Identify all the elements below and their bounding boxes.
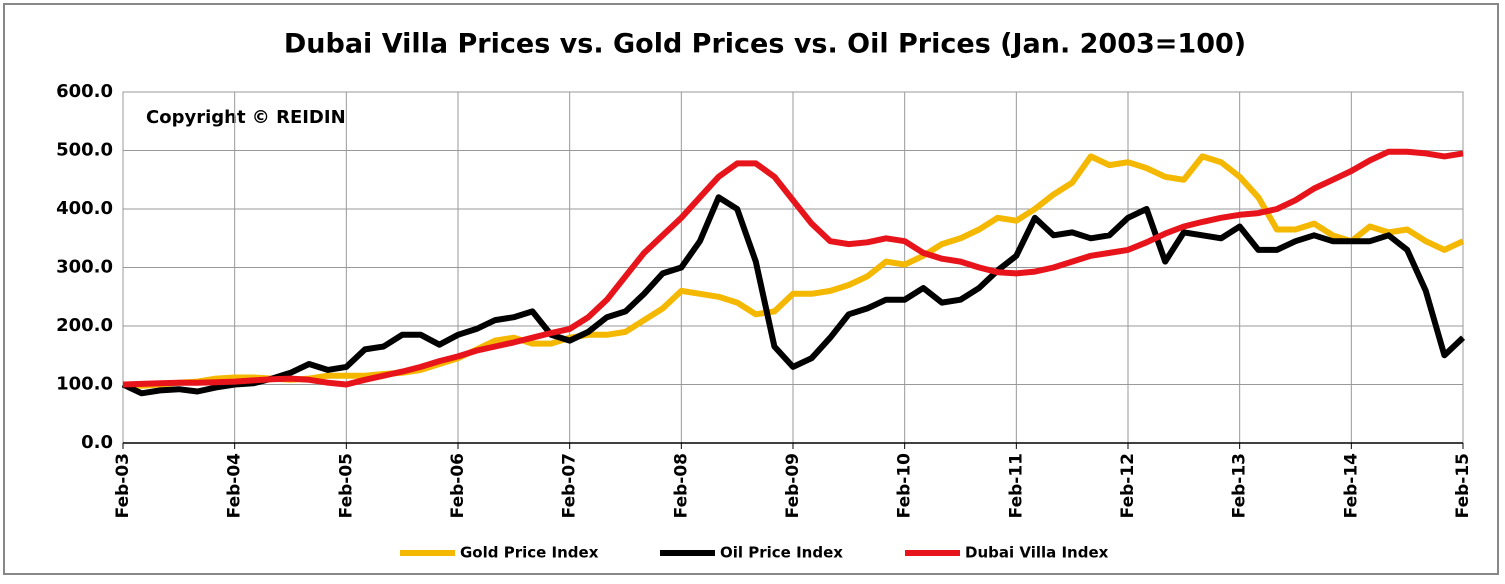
y-tick-label: 0.0 [81,432,113,453]
line-series [121,194,1466,397]
x-tick-label: Feb-06 [448,453,468,518]
legend-label: Dubai Villa Index [965,544,1109,562]
line-series [122,153,1465,389]
y-tick-label: 300.0 [56,257,113,278]
x-tick-label: Feb-05 [336,453,356,518]
x-tick-label: Feb-08 [671,453,691,518]
x-tick-label: Feb-14 [1341,453,1361,519]
x-tick-label: Feb-15 [1453,453,1473,518]
x-tick-label: Feb-11 [1006,453,1026,518]
y-tick-label: 100.0 [56,374,113,395]
x-tick-label: Feb-10 [895,453,915,519]
x-tick-label: Feb-07 [560,453,580,518]
chart-title: Dubai Villa Prices vs. Gold Prices vs. O… [284,29,1246,60]
x-tick-label: Feb-04 [225,453,245,519]
y-tick-label: 400.0 [56,198,113,219]
y-tick-label: 500.0 [56,140,113,161]
x-tick-label: Feb-09 [783,453,803,518]
y-tick-label: 600.0 [56,81,113,102]
x-tick-label: Feb-03 [113,453,133,518]
legend-label: Oil Price Index [720,544,843,562]
y-tick-label: 200.0 [56,315,113,336]
annotation: Copyright © REIDIN [146,107,346,128]
line-series [122,148,1464,388]
x-tick-label: Feb-13 [1230,453,1250,518]
x-tick-label: Feb-12 [1118,453,1138,518]
legend-label: Gold Price Index [460,544,599,562]
chart-frame [3,3,1499,575]
